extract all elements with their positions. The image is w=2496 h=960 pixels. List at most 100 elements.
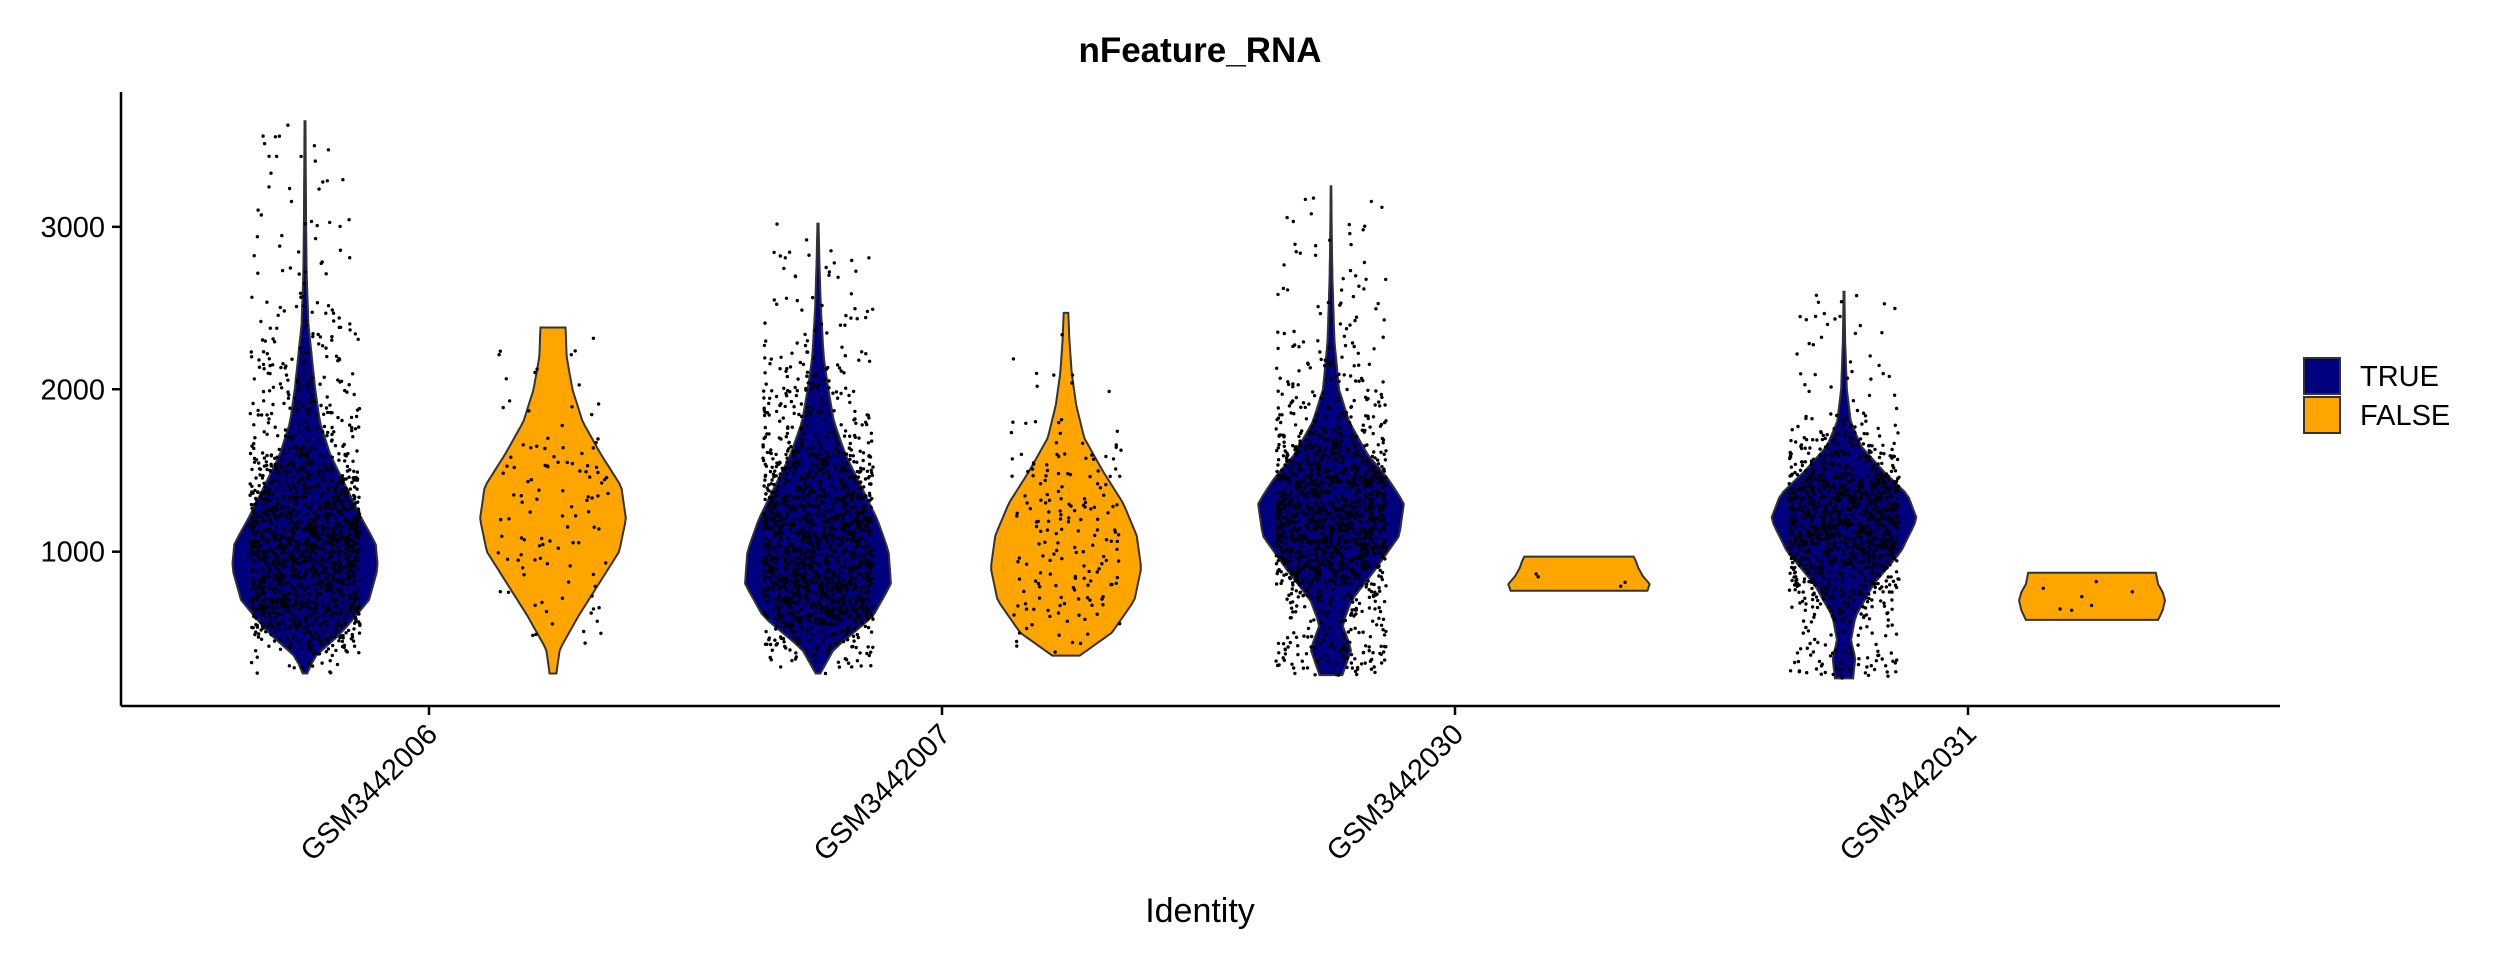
data-point: [531, 633, 535, 638]
data-point: [255, 591, 259, 595]
data-point: [834, 390, 839, 394]
data-point: [797, 503, 802, 507]
data-point: [821, 606, 825, 610]
data-point: [1016, 560, 1020, 564]
data-point: [263, 496, 267, 501]
data-point: [348, 256, 352, 260]
data-point: [314, 582, 319, 586]
data-point: [1287, 567, 1291, 572]
data-point: [1878, 553, 1882, 558]
data-point: [1848, 480, 1853, 484]
data-point: [1619, 584, 1623, 588]
data-point: [1319, 425, 1323, 429]
data-point: [265, 300, 269, 304]
data-point: [783, 404, 787, 409]
data-point: [263, 485, 267, 489]
data-point: [775, 222, 779, 226]
data-point: [800, 504, 804, 508]
data-point: [1373, 456, 1377, 460]
data-point: [337, 590, 342, 594]
data-point: [570, 405, 574, 409]
data-point: [1288, 555, 1292, 559]
data-point: [1305, 593, 1310, 598]
data-point: [782, 576, 786, 580]
data-point: [805, 613, 809, 617]
data-point: [1287, 404, 1292, 408]
data-point: [1341, 567, 1345, 571]
data-point: [305, 408, 309, 412]
data-point: [1353, 465, 1357, 469]
data-point: [1292, 666, 1296, 670]
data-point: [1338, 529, 1342, 534]
data-point: [1280, 548, 1284, 553]
data-point: [1792, 508, 1796, 512]
data-point: [303, 540, 307, 545]
data-point: [348, 543, 352, 548]
data-point: [1038, 571, 1043, 575]
data-point: [1371, 619, 1375, 623]
data-point: [782, 640, 786, 644]
data-point: [855, 317, 859, 321]
data-point: [602, 477, 607, 482]
data-point: [811, 570, 815, 574]
data-point: [330, 308, 334, 312]
data-point: [799, 539, 804, 544]
data-point: [334, 648, 338, 653]
data-point: [315, 595, 319, 600]
data-point: [1280, 533, 1284, 537]
data-point: [277, 134, 282, 138]
data-point: [1304, 652, 1309, 656]
data-point: [1280, 494, 1284, 498]
data-point: [1351, 454, 1355, 458]
data-point: [1289, 401, 1293, 405]
data-point: [1817, 659, 1822, 664]
data-point: [833, 549, 838, 554]
data-point: [521, 443, 525, 447]
data-point: [252, 442, 256, 446]
data-point: [795, 449, 799, 454]
data-point: [815, 606, 819, 611]
data-point: [771, 472, 776, 476]
data-point: [275, 600, 279, 605]
data-point: [266, 537, 271, 542]
data-point: [775, 461, 779, 465]
data-point: [807, 556, 811, 560]
data-point: [571, 541, 575, 545]
data-point: [1081, 550, 1086, 554]
data-point: [291, 445, 295, 449]
data-point: [1046, 519, 1051, 523]
data-point: [588, 475, 592, 479]
data-point: [762, 389, 766, 393]
data-point: [825, 566, 829, 570]
data-point: [1295, 604, 1299, 608]
data-point: [573, 514, 578, 518]
data-point: [278, 589, 282, 594]
data-point: [1012, 613, 1016, 617]
data-point: [275, 326, 279, 330]
data-point: [296, 250, 301, 254]
data-point: [342, 542, 346, 546]
data-point: [1352, 475, 1357, 479]
data-point: [1806, 493, 1811, 497]
data-point: [505, 557, 510, 561]
data-point: [279, 551, 283, 555]
data-point: [841, 505, 846, 509]
data-point: [1893, 661, 1898, 665]
data-point: [826, 596, 831, 600]
data-point: [250, 567, 254, 571]
data-point: [257, 606, 262, 611]
data-point: [869, 581, 873, 585]
data-point: [274, 538, 278, 542]
data-point: [1346, 592, 1350, 596]
data-point: [326, 148, 331, 152]
data-point: [535, 367, 539, 371]
data-point: [1316, 304, 1320, 309]
data-point: [779, 665, 783, 669]
data-point: [1366, 388, 1370, 392]
data-point: [309, 531, 313, 535]
data-point: [812, 356, 816, 360]
data-point: [1297, 518, 1301, 523]
data-point: [268, 598, 272, 602]
data-point: [867, 529, 871, 533]
data-point: [325, 512, 329, 516]
